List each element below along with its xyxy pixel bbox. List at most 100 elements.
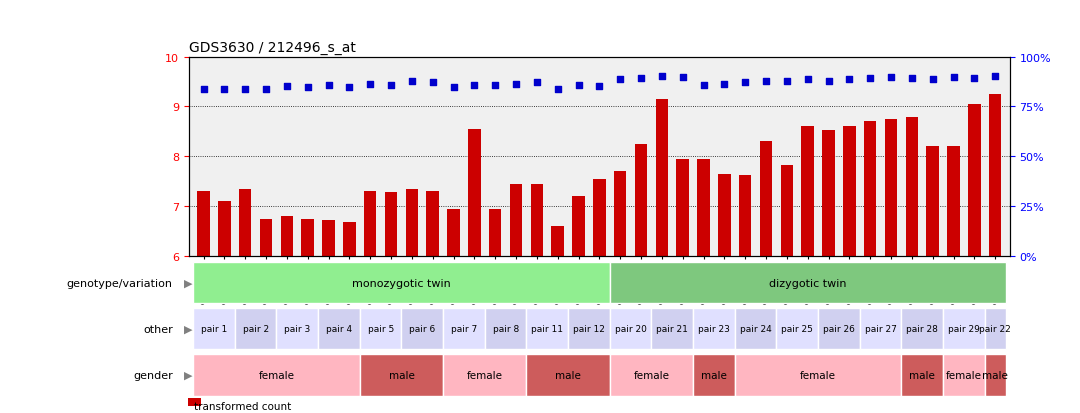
Text: dizygotic twin: dizygotic twin (769, 278, 847, 288)
Bar (526, 354, 610, 396)
Point (320, 83, 337, 90)
Bar (572, 197, 584, 257)
Text: monozygotic twin: monozygotic twin (352, 278, 450, 288)
Bar (193, 262, 610, 304)
Bar (260, 219, 272, 257)
Bar (610, 354, 693, 396)
Text: pair 3: pair 3 (284, 324, 310, 333)
Bar (468, 130, 481, 257)
Bar (989, 95, 1001, 257)
Bar (360, 354, 443, 396)
Bar (322, 221, 335, 257)
Bar (656, 100, 669, 257)
Bar (739, 176, 752, 257)
Point (195, 86, 213, 93)
Bar (734, 308, 777, 350)
Bar (427, 192, 438, 257)
Bar (819, 308, 860, 350)
Text: ▶: ▶ (184, 278, 192, 288)
Point (257, 86, 274, 93)
Point (382, 83, 400, 90)
Bar (218, 202, 231, 257)
Bar (489, 209, 501, 257)
Text: pair 1: pair 1 (201, 324, 227, 333)
Text: pair 22: pair 22 (980, 324, 1011, 333)
Bar (552, 227, 564, 257)
Bar (615, 172, 626, 257)
Bar (777, 308, 819, 350)
Point (882, 74, 900, 81)
Text: female: female (258, 370, 295, 380)
Text: pair 25: pair 25 (781, 324, 813, 333)
Bar (610, 262, 1005, 304)
Point (862, 75, 879, 82)
Text: pair 26: pair 26 (823, 324, 855, 333)
Text: male: male (555, 370, 581, 380)
Bar (276, 308, 319, 350)
Bar (406, 190, 418, 257)
Point (966, 75, 983, 82)
Bar (968, 105, 981, 257)
Bar (698, 159, 710, 257)
Point (465, 83, 483, 90)
Bar (902, 354, 943, 396)
Text: genotype/variation: genotype/variation (67, 278, 173, 288)
Bar (234, 308, 276, 350)
Bar (530, 185, 543, 257)
Point (279, 84, 296, 90)
Text: pair 5: pair 5 (367, 324, 394, 333)
Point (570, 83, 588, 90)
Text: other: other (143, 324, 173, 334)
Bar (360, 308, 402, 350)
Bar (384, 193, 397, 257)
Text: male: male (983, 370, 1008, 380)
Bar (902, 308, 943, 350)
Bar (943, 354, 985, 396)
Bar (568, 308, 610, 350)
Bar (610, 308, 651, 350)
Point (424, 80, 442, 87)
Point (633, 75, 650, 82)
Bar (801, 127, 814, 257)
Bar (301, 219, 314, 257)
Point (903, 75, 920, 82)
Bar (943, 308, 985, 350)
Bar (198, 192, 210, 257)
Bar (319, 308, 360, 350)
Text: pair 11: pair 11 (531, 324, 564, 333)
Point (694, 83, 712, 90)
Bar (781, 166, 793, 257)
Point (840, 76, 858, 83)
Text: pair 28: pair 28 (906, 324, 939, 333)
Text: pair 29: pair 29 (948, 324, 980, 333)
Point (986, 73, 1003, 80)
Text: gender: gender (133, 370, 173, 380)
Bar (510, 185, 523, 257)
Point (216, 86, 233, 93)
Point (799, 76, 816, 83)
Point (445, 85, 462, 92)
Text: pair 20: pair 20 (615, 324, 647, 333)
Bar (693, 308, 734, 350)
Point (237, 86, 254, 93)
Bar (526, 308, 568, 350)
Text: pair 23: pair 23 (698, 324, 730, 333)
Point (779, 78, 796, 85)
Bar (906, 118, 918, 257)
Bar (193, 308, 234, 350)
Text: pair 12: pair 12 (573, 324, 605, 333)
Point (945, 74, 962, 81)
Text: pair 27: pair 27 (865, 324, 896, 333)
Point (611, 76, 629, 83)
Text: male: male (389, 370, 415, 380)
Text: pair 4: pair 4 (326, 324, 352, 333)
Point (549, 86, 566, 93)
Bar (822, 131, 835, 257)
Text: ▶: ▶ (184, 370, 192, 380)
Bar (985, 308, 1005, 350)
Bar (343, 223, 355, 257)
Text: GDS3630 / 212496_s_at: GDS3630 / 212496_s_at (189, 41, 356, 55)
Point (508, 81, 525, 88)
Bar (364, 192, 377, 257)
Text: transformed count: transformed count (194, 401, 292, 411)
